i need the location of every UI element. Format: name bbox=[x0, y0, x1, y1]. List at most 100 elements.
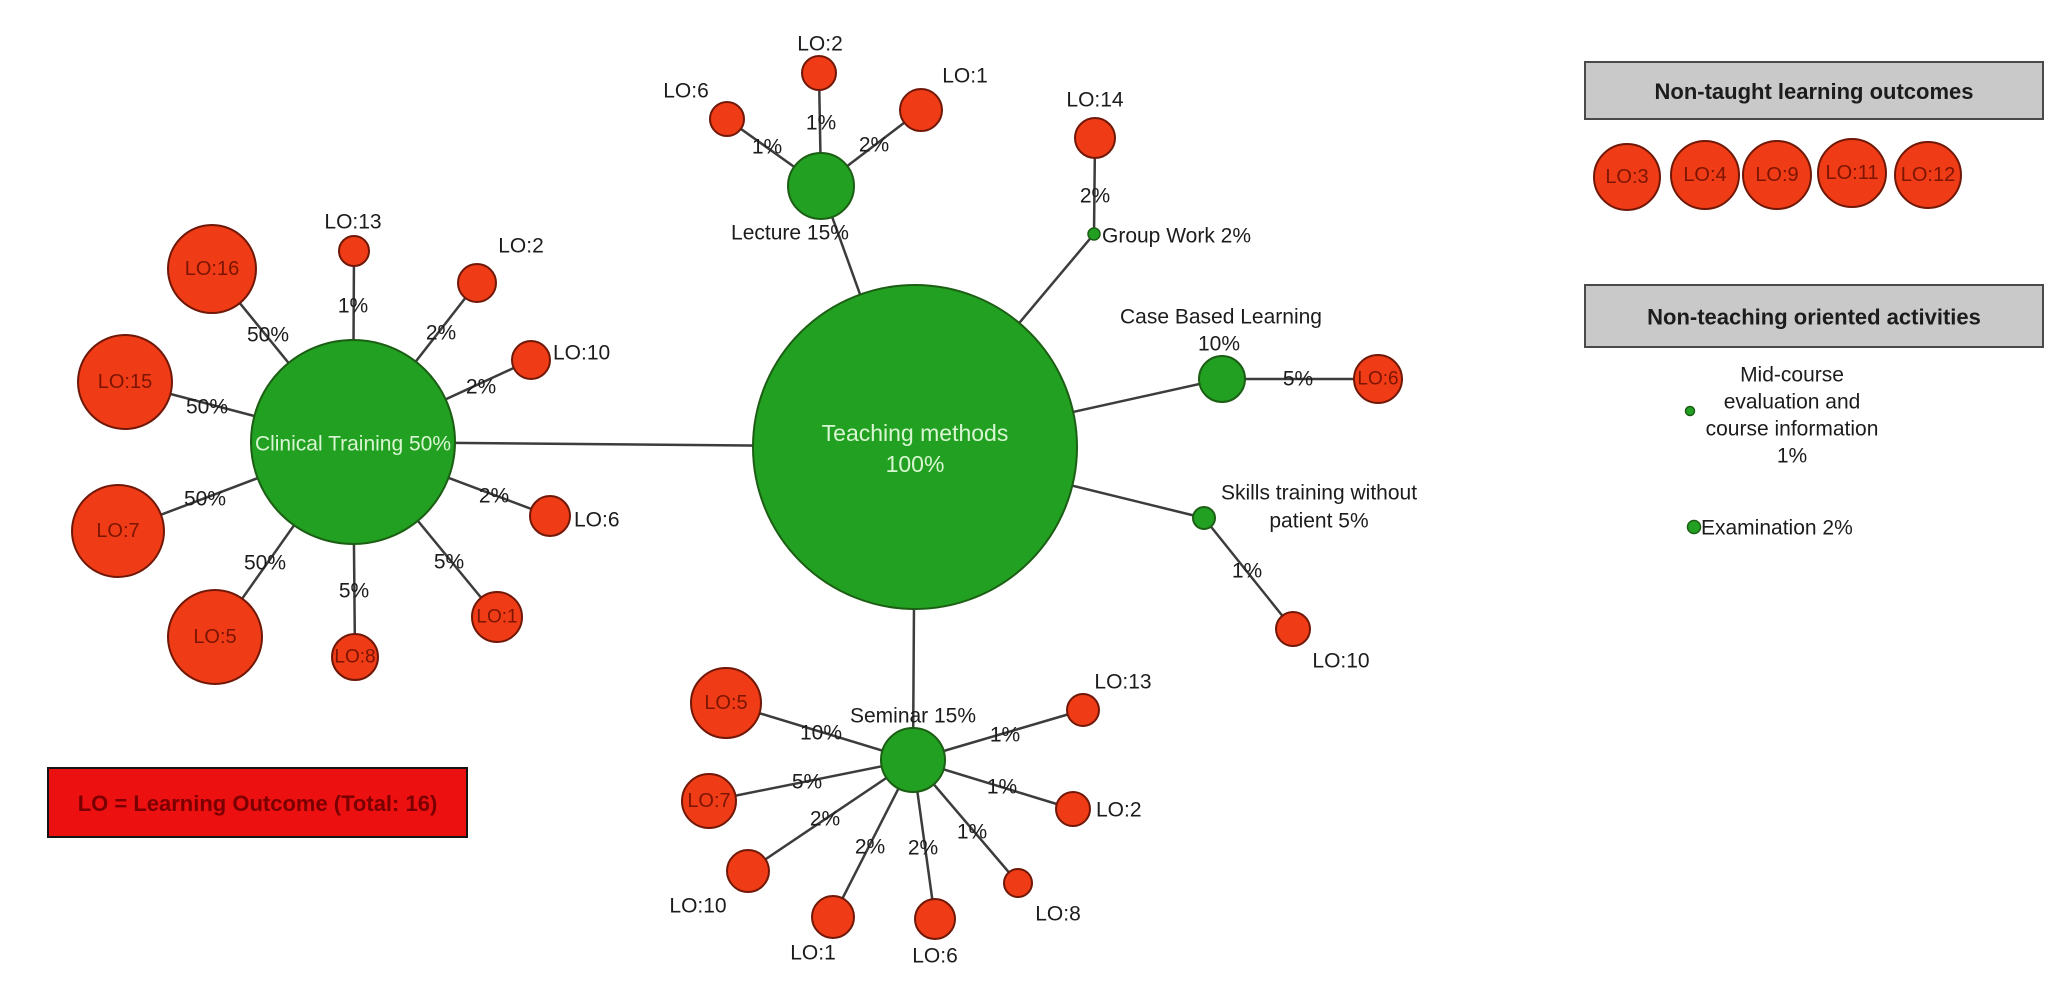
seminar-lo6-label: LO:6 bbox=[912, 945, 958, 968]
seminar-lo7-label: LO:7 bbox=[687, 790, 730, 812]
node-clinical-lo6 bbox=[529, 495, 571, 537]
lecture-lo2-label: LO:2 bbox=[797, 33, 843, 56]
edge-seminar-seminar-lo7 bbox=[708, 758, 914, 803]
edge-label-clinical-clinical-lo8: 5% bbox=[339, 580, 369, 603]
node-lecture-lo1 bbox=[899, 88, 943, 132]
clinical-lo10-label: LO:10 bbox=[553, 342, 610, 365]
edge-label-lecture-lecture-lo1: 2% bbox=[859, 134, 889, 157]
edge-label-seminar-seminar-lo10: 2% bbox=[810, 808, 840, 831]
header-non-taught bbox=[1584, 61, 2044, 120]
edge-label-clinical-clinical-lo1: 5% bbox=[434, 551, 464, 574]
edge-label-seminar-seminar-lo13: 1% bbox=[990, 724, 1020, 747]
node-nontaught-lo9 bbox=[1742, 140, 1812, 210]
node-clinical-lo5 bbox=[167, 589, 263, 685]
casebased-lo6-label: LO:6 bbox=[1357, 369, 1398, 390]
lecture-lo6-label: LO:6 bbox=[663, 80, 709, 103]
node-midcourse-dot bbox=[1684, 405, 1696, 417]
nontaught-lo11-label: LO:11 bbox=[1826, 162, 1879, 184]
clinical-lo6-label: LO:6 bbox=[574, 509, 620, 532]
node-seminar-lo7 bbox=[681, 773, 737, 829]
node-groupwork bbox=[1087, 227, 1101, 241]
node-clinical-lo1 bbox=[471, 591, 523, 643]
edge-label-groupwork-groupwork-lo14: 2% bbox=[1080, 185, 1110, 208]
clinical-lo13-label: LO:13 bbox=[324, 211, 381, 234]
examination-label: Examination 2% bbox=[1701, 517, 1853, 540]
edge-label-seminar-seminar-lo8: 1% bbox=[957, 821, 987, 844]
node-seminar-lo1 bbox=[811, 895, 855, 939]
skills-label-line1: Skills training without bbox=[1221, 482, 1417, 505]
node-nontaught-lo12 bbox=[1894, 141, 1962, 209]
node-clinical bbox=[250, 339, 456, 545]
edge-seminar-seminar-lo10 bbox=[747, 758, 914, 873]
node-nontaught-lo11 bbox=[1817, 138, 1887, 208]
edge-label-clinical-clinical-lo7: 50% bbox=[184, 488, 226, 511]
clinical-lo5-label: LO:5 bbox=[193, 626, 236, 648]
lecture-label: Lecture 15% bbox=[731, 222, 849, 245]
node-seminar-lo13 bbox=[1066, 693, 1100, 727]
node-clinical-lo10 bbox=[511, 340, 551, 380]
edge-label-seminar-seminar-lo6: 2% bbox=[908, 837, 938, 860]
node-clinical-lo2 bbox=[457, 263, 497, 303]
midcourse-label-line4: 1% bbox=[1777, 445, 1807, 468]
node-teaching bbox=[752, 284, 1078, 610]
node-seminar bbox=[880, 727, 946, 793]
casebased-label-line2: 10% bbox=[1198, 333, 1240, 356]
casebased-label-line1: Case Based Learning bbox=[1120, 306, 1322, 329]
node-exam-dot bbox=[1686, 519, 1702, 535]
midcourse-label-line2: evaluation and bbox=[1724, 391, 1861, 414]
seminar-lo5-label: LO:5 bbox=[704, 692, 747, 714]
groupwork-label: Group Work 2% bbox=[1102, 225, 1251, 248]
seminar-lo1-label: LO:1 bbox=[790, 942, 836, 965]
edge-label-clinical-clinical-lo13: 1% bbox=[338, 295, 368, 318]
seminar-lo2-label: LO:2 bbox=[1096, 799, 1142, 822]
clinical-lo8-label: LO:8 bbox=[334, 647, 375, 668]
node-seminar-lo8 bbox=[1003, 868, 1033, 898]
clinical-lo2-label: LO:2 bbox=[498, 235, 544, 258]
node-nontaught-lo4 bbox=[1670, 140, 1740, 210]
legend-box-label: LO = Learning Outcome (Total: 16) bbox=[78, 791, 438, 816]
node-groupwork-lo14 bbox=[1074, 117, 1116, 159]
node-lecture bbox=[787, 152, 855, 220]
seminar-lo8-label: LO:8 bbox=[1035, 903, 1081, 926]
node-clinical-lo13 bbox=[338, 235, 370, 267]
edge-label-clinical-clinical-lo15: 50% bbox=[186, 396, 228, 419]
clinical-lo7-label: LO:7 bbox=[96, 520, 139, 542]
clinical-lo15-label: LO:15 bbox=[98, 371, 152, 393]
legend-box bbox=[47, 767, 468, 838]
edge-label-skills-skills-lo10: 1% bbox=[1232, 560, 1262, 583]
clinical-lo1-label: LO:1 bbox=[476, 607, 517, 628]
clinical-label: Clinical Training 50% bbox=[255, 433, 451, 456]
nontaught-lo4-label: LO:4 bbox=[1683, 164, 1726, 186]
nontaught-lo12-label: LO:12 bbox=[1901, 164, 1955, 186]
midcourse-label-line3: course information bbox=[1706, 418, 1879, 441]
edge-label-lecture-lecture-lo2: 1% bbox=[806, 112, 836, 135]
node-clinical-lo8 bbox=[331, 633, 379, 681]
edge-label-lecture-lecture-lo6: 1% bbox=[752, 136, 782, 159]
midcourse-label-line1: Mid-course bbox=[1740, 364, 1844, 387]
header-non-teaching-label: Non-teaching oriented activities bbox=[1647, 305, 1981, 330]
skills-label-line2: patient 5% bbox=[1269, 510, 1368, 533]
teaching-label-line2: 100% bbox=[886, 451, 945, 477]
node-clinical-lo16 bbox=[167, 224, 257, 314]
skills-lo10-label: LO:10 bbox=[1312, 650, 1369, 673]
node-seminar-lo10 bbox=[726, 849, 770, 893]
edge-label-seminar-seminar-lo7: 5% bbox=[792, 771, 822, 794]
seminar-label: Seminar 15% bbox=[850, 705, 976, 728]
edge-skills-skills-lo10 bbox=[1203, 517, 1294, 630]
node-lecture-lo2 bbox=[801, 55, 837, 91]
header-non-taught-label: Non-taught learning outcomes bbox=[1655, 79, 1974, 104]
edge-label-clinical-clinical-lo5: 50% bbox=[244, 552, 286, 575]
node-seminar-lo6 bbox=[914, 898, 956, 940]
seminar-lo10-label: LO:10 bbox=[669, 895, 726, 918]
node-casebased bbox=[1198, 355, 1246, 403]
edge-label-seminar-seminar-lo2: 1% bbox=[987, 776, 1017, 799]
nontaught-lo9-label: LO:9 bbox=[1755, 164, 1798, 186]
edge-label-clinical-clinical-lo6: 2% bbox=[479, 485, 509, 508]
edge-label-casebased-casebased-lo6: 5% bbox=[1283, 368, 1313, 391]
clinical-lo16-label: LO:16 bbox=[185, 258, 239, 280]
edge-label-clinical-clinical-lo16: 50% bbox=[247, 324, 289, 347]
edge-label-seminar-seminar-lo1: 2% bbox=[855, 836, 885, 859]
node-clinical-lo7 bbox=[71, 484, 165, 578]
